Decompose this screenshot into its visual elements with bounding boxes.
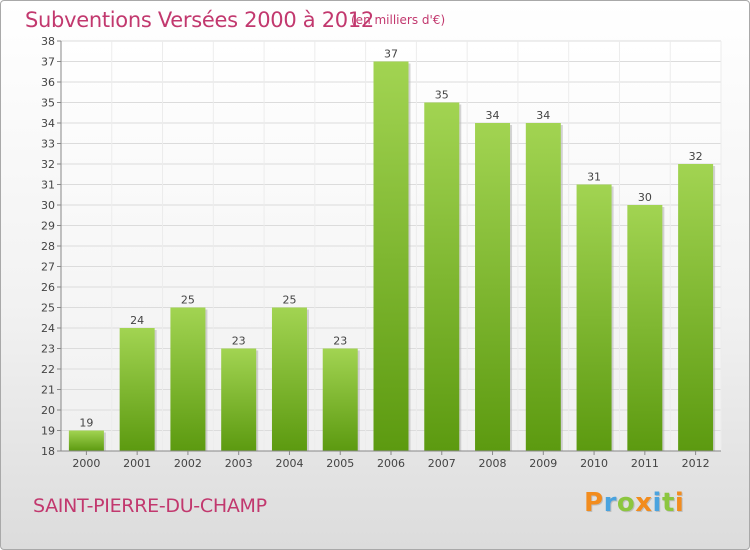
y-tick-label: 29 [41,220,55,233]
logo-letter: r [603,488,617,518]
y-tick-label: 30 [41,199,55,212]
x-tick-label: 2005 [326,457,354,470]
data-label: 31 [587,171,601,184]
data-label: 25 [282,294,296,307]
x-tick-label: 2002 [174,457,202,470]
y-tick-label: 37 [41,56,55,69]
y-tick-label: 22 [41,363,55,376]
y-tick-label: 27 [41,261,55,274]
x-tick-label: 2010 [580,457,608,470]
logo-letter: x [635,488,653,518]
bar [678,164,714,451]
bar [525,123,561,451]
data-label: 23 [333,335,347,348]
data-label: 23 [232,335,246,348]
x-tick-label: 2009 [529,457,557,470]
bar [119,328,155,451]
data-label: 30 [638,191,652,204]
logo-letter: i [674,488,685,518]
place-name: SAINT-PIERRE-DU-CHAMP [33,495,267,517]
x-tick-label: 2008 [479,457,507,470]
data-label: 24 [130,314,144,327]
bar [68,430,104,451]
x-tick-label: 2003 [225,457,253,470]
chart-title: Subventions Versées 2000 à 2012 [25,8,374,32]
bar [221,348,257,451]
bar [475,123,511,451]
data-label: 32 [689,150,703,163]
bar [322,348,358,451]
y-tick-label: 18 [41,445,55,458]
logo-letter: t [661,488,675,518]
x-tick-label: 2000 [72,457,100,470]
y-tick-label: 36 [41,76,55,89]
y-tick-label: 38 [41,35,55,48]
y-tick-label: 33 [41,138,55,151]
data-label: 34 [536,109,550,122]
bar [271,307,307,451]
x-tick-label: 2004 [275,457,303,470]
x-tick-label: 2001 [123,457,151,470]
y-tick-label: 24 [41,322,55,335]
logo-letter: i [652,488,662,518]
x-tick-label: 2012 [682,457,710,470]
y-tick-label: 21 [41,384,55,397]
y-tick-label: 31 [41,179,55,192]
logo-letter: P [584,488,604,518]
x-tick-label: 2011 [631,457,659,470]
x-tick-label: 2007 [428,457,456,470]
y-tick-label: 23 [41,343,55,356]
data-label: 19 [79,417,93,430]
bar [424,102,460,451]
data-label: 34 [486,109,500,122]
data-label: 35 [435,89,449,102]
y-tick-label: 26 [41,281,55,294]
bars [68,61,716,451]
bar [373,61,409,451]
y-tick-label: 34 [41,117,55,130]
y-tick-label: 20 [41,404,55,417]
labels: 18 19 20 21 22 23 24 25 26 27 28 29 30 31 32 33 34 35 36 37… [41,35,710,470]
bar [170,307,206,451]
y-tick-label: 28 [41,240,55,253]
data-label: 37 [384,48,398,61]
logo-letter: o [616,488,636,518]
bar [576,184,612,451]
bar [627,205,663,451]
axes [57,40,721,455]
y-tick-label: 19 [41,425,55,438]
data-label: 25 [181,294,195,307]
y-tick-label: 25 [41,302,55,315]
chart-subtitle: (en milliers d'€) [351,13,446,27]
y-tick-label: 32 [41,158,55,171]
x-tick-label: 2006 [377,457,405,470]
y-tick-label: 35 [41,97,55,110]
proxiti-logo: Proxiti [584,488,684,518]
